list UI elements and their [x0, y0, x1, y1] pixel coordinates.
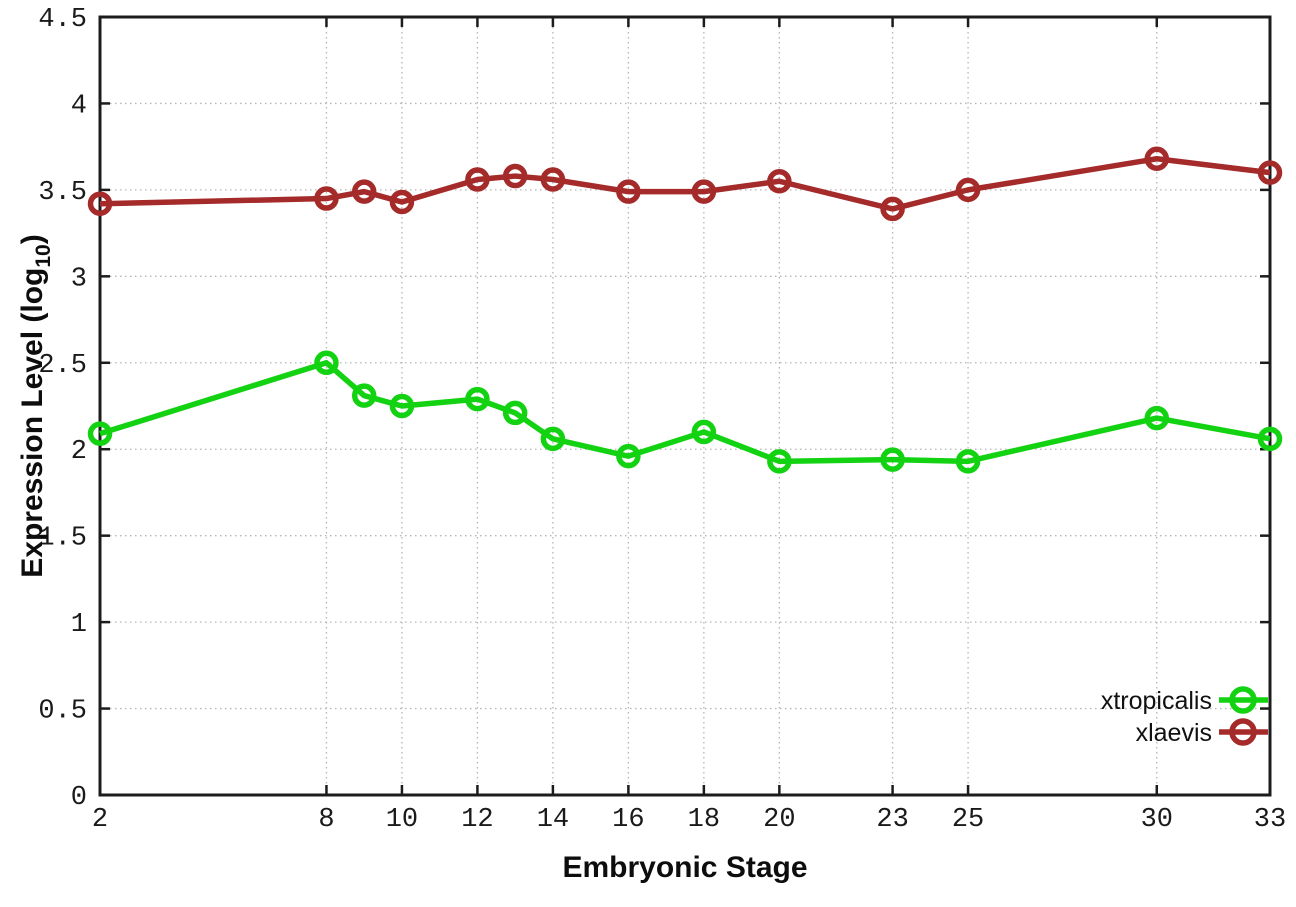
- data-point-xtropicalis: [1144, 405, 1170, 431]
- x-axis-tick-label: 18: [688, 805, 720, 835]
- data-point-xlaevis: [502, 163, 528, 189]
- y-axis-title: Expression Level (log10): [16, 234, 55, 577]
- data-point-xlaevis: [465, 167, 490, 192]
- data-point-xlaevis: [351, 179, 377, 204]
- data-point-xlaevis: [1257, 160, 1283, 185]
- y-axis-tick-label: 1: [71, 610, 87, 640]
- y-axis-tick-label: 2.5: [38, 351, 87, 381]
- y-axis-tick-label: 3: [71, 264, 87, 294]
- data-point-xtropicalis: [465, 386, 490, 412]
- data-point-xtropicalis: [691, 419, 717, 445]
- plot-area-border: [98, 15, 1272, 797]
- y-axis-tick-label: 2: [71, 437, 87, 467]
- data-point-xlaevis: [87, 191, 113, 216]
- x-axis-tick-label: 14: [537, 805, 569, 835]
- data-point-xtropicalis: [616, 443, 641, 469]
- y-axis-tick-label: 1.5: [38, 524, 87, 554]
- x-axis-tick-label: 33: [1254, 805, 1286, 835]
- data-point-xtropicalis: [314, 350, 339, 376]
- data-point-xlaevis: [314, 186, 339, 211]
- series-line-xlaevis: [99, 156, 1271, 212]
- data-point-xlaevis: [1144, 146, 1170, 172]
- grid-lines: [100, 17, 1270, 795]
- data-point-xtropicalis: [880, 447, 905, 472]
- data-point-xtropicalis: [502, 400, 528, 426]
- y-axis-tick-label: 0.5: [38, 697, 87, 727]
- legend-label-xtropicalis: xtropicalis: [1101, 687, 1212, 715]
- x-axis-tick-label: 16: [612, 805, 644, 835]
- tick-labels: 2 8 10 12 14 16 18 20 23 25 30 33 0 0.5 1 1.5 2 2.5 3 3.5 4 4…: [38, 5, 1286, 835]
- x-axis-tick-label: 20: [763, 805, 795, 835]
- legend-marker-xlaevis: [1229, 718, 1257, 746]
- data-point-xlaevis: [955, 177, 981, 203]
- x-axis-tick-label: 25: [952, 805, 984, 835]
- data-point-xtropicalis: [540, 426, 566, 452]
- data-point-xlaevis: [691, 179, 717, 204]
- series-line-xtropicalis: [99, 360, 1271, 465]
- x-axis-tick-label: 23: [876, 805, 908, 835]
- x-axis-tick-label: 8: [318, 805, 334, 835]
- x-axis-tick-label: 2: [92, 805, 108, 835]
- data-point-xtropicalis: [767, 449, 792, 474]
- x-axis-title: Embryonic Stage: [562, 851, 807, 884]
- data-point-xlaevis: [767, 168, 792, 194]
- data-point-xlaevis: [389, 189, 415, 215]
- y-axis-tick-label: 4: [71, 91, 87, 121]
- y-axis-tick-label: 4.5: [38, 5, 87, 35]
- x-axis-tick-label: 12: [461, 805, 493, 835]
- data-point-xtropicalis: [351, 383, 377, 408]
- legend-label-xlaevis: xlaevis: [1136, 719, 1212, 747]
- y-axis-tick-label: 3.5: [38, 178, 87, 208]
- x-axis-tick-label: 10: [386, 805, 418, 835]
- data-point-xtropicalis: [1257, 426, 1283, 452]
- axis-ticks: [98, 15, 1272, 797]
- y-axis-tick-label: 0: [71, 783, 87, 813]
- data-series: [87, 146, 1283, 474]
- data-point-xlaevis: [540, 167, 566, 192]
- legend: xtropicalis xlaevis: [1101, 686, 1268, 747]
- data-point-xtropicalis: [389, 393, 415, 419]
- data-point-xtropicalis: [87, 421, 113, 446]
- legend-marker-xtropicalis: [1229, 686, 1257, 714]
- data-point-xlaevis: [880, 196, 905, 222]
- data-point-xtropicalis: [955, 449, 981, 474]
- x-axis-tick-label: 30: [1141, 805, 1173, 835]
- data-point-xlaevis: [616, 179, 641, 204]
